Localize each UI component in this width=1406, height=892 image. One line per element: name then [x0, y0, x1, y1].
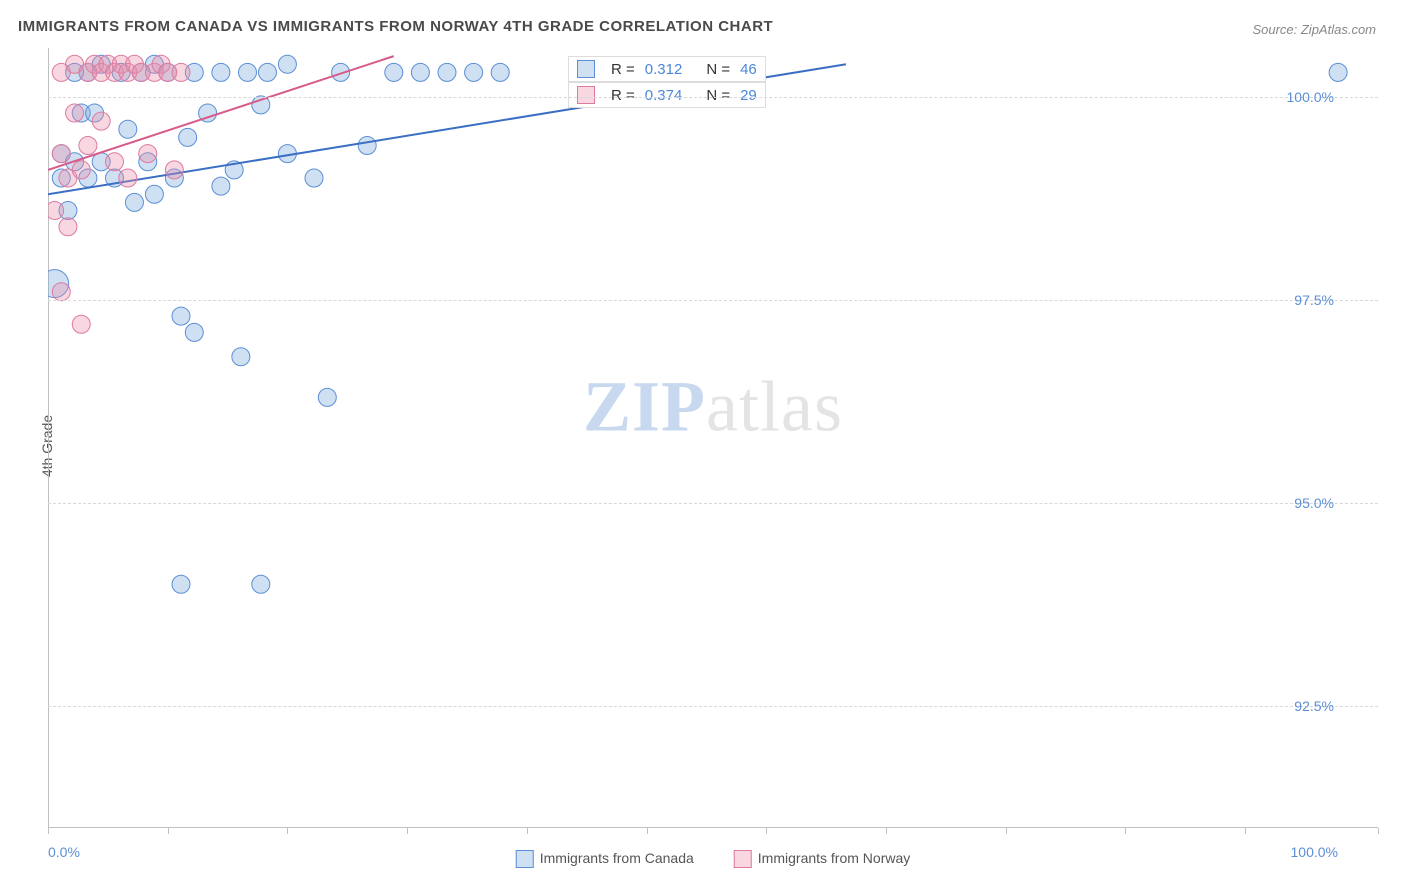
data-point: [212, 63, 230, 81]
data-point: [72, 161, 90, 179]
data-point: [411, 63, 429, 81]
legend-label: Immigrants from Norway: [758, 850, 910, 866]
data-point: [185, 323, 203, 341]
stat-r-value: 0.374: [645, 87, 683, 104]
x-tick: [1378, 828, 1379, 834]
x-tick-label-right: 100.0%: [1291, 844, 1338, 860]
stat-r-value: 0.312: [645, 61, 683, 78]
scatter-svg: [48, 48, 1378, 828]
data-point: [1329, 63, 1347, 81]
data-point: [52, 283, 70, 301]
x-tick-label-left: 0.0%: [48, 844, 80, 860]
data-point: [139, 145, 157, 163]
data-point: [212, 177, 230, 195]
data-point: [119, 120, 137, 138]
y-tick-label: 97.5%: [1294, 292, 1334, 308]
legend-swatch: [577, 86, 595, 104]
data-point: [438, 63, 456, 81]
data-point: [119, 169, 137, 187]
stat-n-label: N =: [706, 87, 730, 104]
chart-title: IMMIGRANTS FROM CANADA VS IMMIGRANTS FRO…: [18, 18, 773, 35]
x-tick: [766, 828, 767, 834]
legend-item: Immigrants from Canada: [516, 850, 694, 868]
data-point: [59, 218, 77, 236]
data-point: [172, 575, 190, 593]
legend-swatch: [577, 60, 595, 78]
data-point: [79, 137, 97, 155]
data-point: [172, 63, 190, 81]
data-point: [491, 63, 509, 81]
gridline-h: [48, 97, 1378, 98]
stat-r-label: R =: [611, 87, 635, 104]
data-point: [92, 112, 110, 130]
data-point: [66, 104, 84, 122]
data-point: [232, 348, 250, 366]
x-tick: [886, 828, 887, 834]
data-point: [258, 63, 276, 81]
x-tick: [407, 828, 408, 834]
data-point: [318, 388, 336, 406]
stats-legend: R = 0.312 N = 46 R = 0.374 N = 29: [568, 56, 766, 108]
stat-n-value: 46: [740, 61, 757, 78]
source-attribution: Source: ZipAtlas.com: [1252, 22, 1376, 37]
y-tick-label: 92.5%: [1294, 698, 1334, 714]
gridline-h: [48, 706, 1378, 707]
x-tick: [1006, 828, 1007, 834]
data-point: [305, 169, 323, 187]
gridline-h: [48, 503, 1378, 504]
data-point: [465, 63, 483, 81]
x-tick: [287, 828, 288, 834]
x-tick: [647, 828, 648, 834]
data-point: [179, 128, 197, 146]
y-tick-label: 100.0%: [1287, 89, 1334, 105]
data-point: [239, 63, 257, 81]
gridline-h: [48, 300, 1378, 301]
data-point: [48, 202, 64, 220]
plot-area: ZIPatlas R =0.312N =46R =0.374N =29 Immi…: [48, 48, 1378, 828]
data-point: [358, 137, 376, 155]
data-point: [278, 55, 296, 73]
legend-swatch: [516, 850, 534, 868]
data-point: [125, 193, 143, 211]
legend-swatch: [734, 850, 752, 868]
stat-r-label: R =: [611, 61, 635, 78]
data-point: [172, 307, 190, 325]
y-tick-label: 95.0%: [1294, 495, 1334, 511]
stat-n-label: N =: [706, 61, 730, 78]
x-tick: [168, 828, 169, 834]
data-point: [145, 185, 163, 203]
data-point: [165, 161, 183, 179]
series-legend: Immigrants from Canada Immigrants from No…: [516, 850, 911, 868]
data-point: [252, 575, 270, 593]
stats-legend-row: R = 0.374 N = 29: [568, 82, 766, 108]
x-tick: [48, 828, 49, 834]
legend-label: Immigrants from Canada: [540, 850, 694, 866]
legend-item: Immigrants from Norway: [734, 850, 910, 868]
x-tick: [1125, 828, 1126, 834]
stat-n-value: 29: [740, 87, 757, 104]
x-tick: [527, 828, 528, 834]
x-tick: [1245, 828, 1246, 834]
data-point: [106, 153, 124, 171]
data-point: [385, 63, 403, 81]
stats-legend-row: R = 0.312 N = 46: [568, 56, 766, 82]
data-point: [72, 315, 90, 333]
data-point: [52, 145, 70, 163]
